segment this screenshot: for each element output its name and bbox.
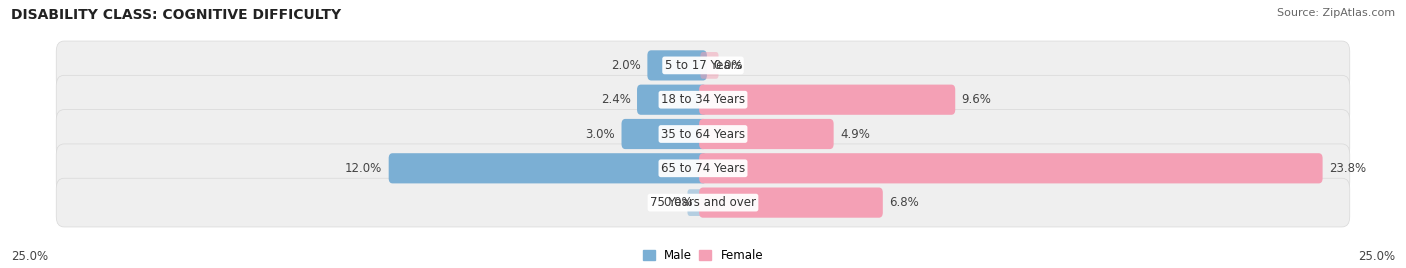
FancyBboxPatch shape [56,178,1350,227]
FancyBboxPatch shape [699,119,834,149]
FancyBboxPatch shape [688,189,706,216]
Legend: Male, Female: Male, Female [643,249,763,262]
FancyBboxPatch shape [56,144,1350,193]
Text: Source: ZipAtlas.com: Source: ZipAtlas.com [1277,8,1395,18]
Text: 25.0%: 25.0% [11,250,48,263]
FancyBboxPatch shape [647,50,707,80]
Text: 6.8%: 6.8% [889,196,920,209]
Text: 0.0%: 0.0% [664,196,693,209]
Text: 75 Years and over: 75 Years and over [650,196,756,209]
Text: 0.0%: 0.0% [713,59,742,72]
Text: 9.6%: 9.6% [962,93,991,106]
FancyBboxPatch shape [699,85,955,115]
FancyBboxPatch shape [621,119,707,149]
Text: 2.4%: 2.4% [600,93,630,106]
Text: 5 to 17 Years: 5 to 17 Years [665,59,741,72]
FancyBboxPatch shape [699,188,883,218]
Text: 2.0%: 2.0% [612,59,641,72]
Text: 3.0%: 3.0% [585,128,614,140]
Text: 23.8%: 23.8% [1329,162,1367,175]
Text: 18 to 34 Years: 18 to 34 Years [661,93,745,106]
FancyBboxPatch shape [56,110,1350,158]
FancyBboxPatch shape [56,75,1350,124]
Text: 25.0%: 25.0% [1358,250,1395,263]
FancyBboxPatch shape [56,41,1350,90]
Text: 65 to 74 Years: 65 to 74 Years [661,162,745,175]
Text: 35 to 64 Years: 35 to 64 Years [661,128,745,140]
FancyBboxPatch shape [700,52,718,79]
FancyBboxPatch shape [699,153,1323,183]
FancyBboxPatch shape [388,153,707,183]
Text: DISABILITY CLASS: COGNITIVE DIFFICULTY: DISABILITY CLASS: COGNITIVE DIFFICULTY [11,8,342,22]
Text: 12.0%: 12.0% [344,162,382,175]
FancyBboxPatch shape [637,85,707,115]
Text: 4.9%: 4.9% [841,128,870,140]
